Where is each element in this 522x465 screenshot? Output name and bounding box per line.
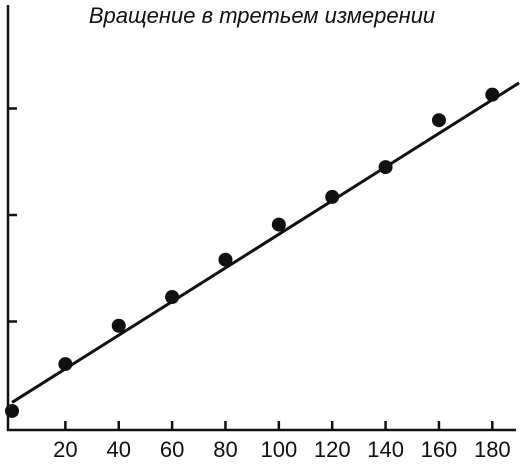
point [58, 357, 73, 372]
x-tick-label: 80 [213, 437, 237, 462]
x-tick-label: 40 [106, 437, 130, 462]
point [378, 160, 393, 175]
x-tick-label: 120 [314, 437, 351, 462]
point [271, 217, 286, 232]
chart-title: Вращение в третьем измерении [89, 3, 435, 28]
x-tick-label: 100 [260, 437, 297, 462]
point [431, 113, 446, 128]
x-tick-label: 60 [160, 437, 184, 462]
fit-line [11, 81, 520, 404]
x-tick-label: 160 [421, 437, 458, 462]
point [485, 87, 500, 102]
point [111, 318, 126, 333]
point [165, 290, 180, 305]
x-tick-label: 140 [367, 437, 404, 462]
point [5, 403, 19, 418]
x-tick-label: 20 [53, 437, 77, 462]
x-tick-label: 180 [474, 437, 511, 462]
point [218, 252, 233, 267]
point [325, 189, 340, 204]
